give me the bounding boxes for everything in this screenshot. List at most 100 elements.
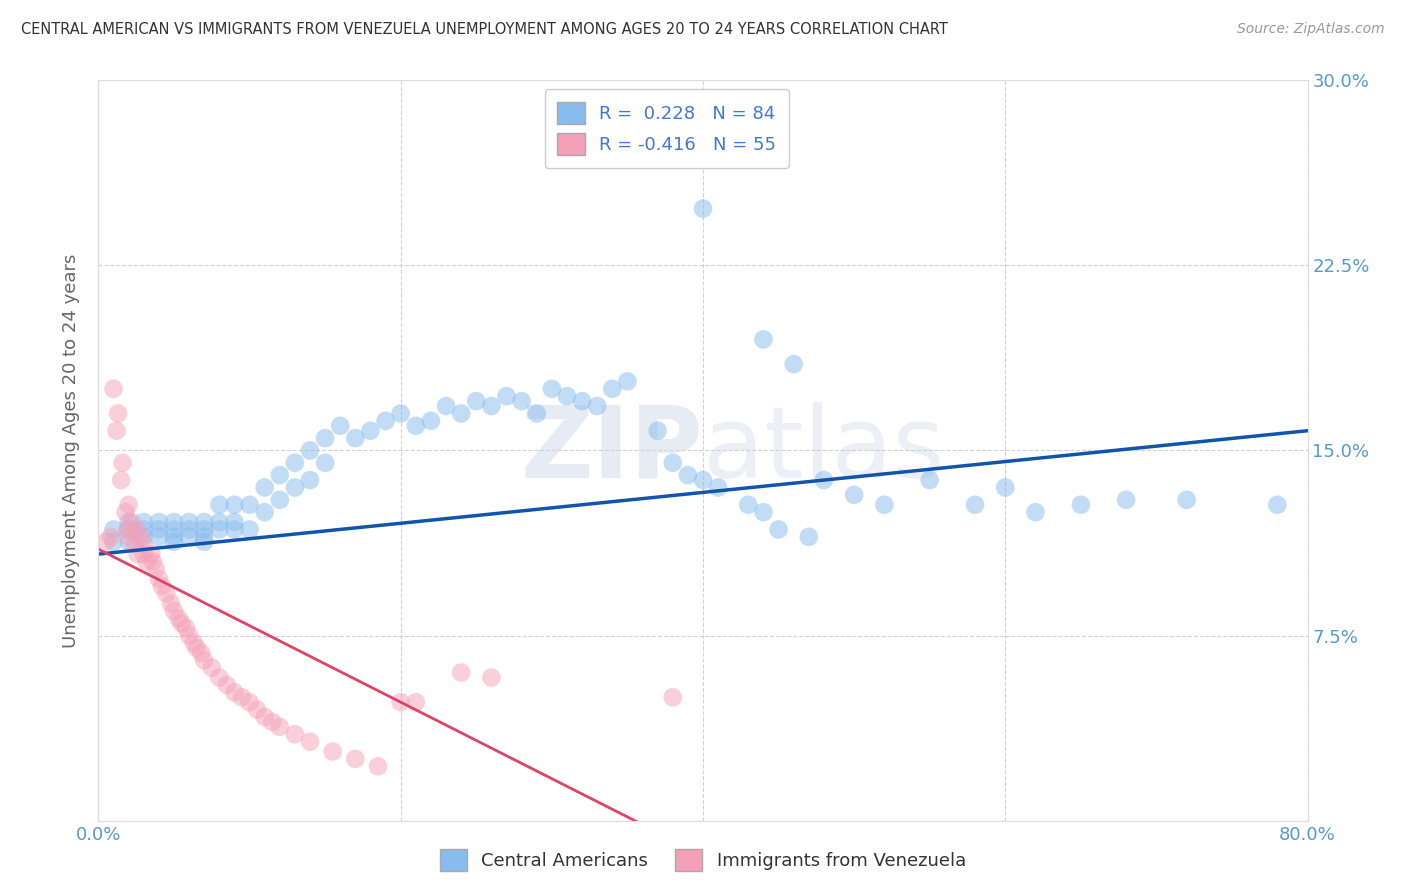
Point	[374, 414, 396, 428]
Point	[193, 534, 215, 549]
Point	[1267, 498, 1289, 512]
Point	[183, 636, 205, 650]
Point	[299, 473, 322, 487]
Text: Source: ZipAtlas.com: Source: ZipAtlas.com	[1237, 22, 1385, 37]
Point	[105, 424, 128, 438]
Point	[179, 515, 201, 529]
Point	[239, 498, 262, 512]
Point	[269, 468, 291, 483]
Point	[239, 695, 262, 709]
Point	[692, 202, 714, 216]
Point	[797, 530, 820, 544]
Point	[132, 537, 155, 551]
Point	[284, 480, 307, 494]
Point	[100, 530, 122, 544]
Point	[179, 523, 201, 537]
Point	[148, 530, 170, 544]
Point	[110, 473, 132, 487]
Point	[389, 695, 412, 709]
Point	[420, 414, 443, 428]
Point	[160, 597, 183, 611]
Point	[118, 515, 141, 529]
Point	[224, 498, 246, 512]
Point	[148, 572, 170, 586]
Point	[1175, 492, 1198, 507]
Point	[163, 523, 186, 537]
Point	[707, 480, 730, 494]
Point	[118, 534, 141, 549]
Point	[150, 579, 173, 593]
Point	[132, 523, 155, 537]
Point	[1024, 505, 1046, 519]
Point	[114, 505, 136, 519]
Point	[190, 646, 212, 660]
Point	[586, 399, 609, 413]
Point	[142, 555, 165, 569]
Point	[253, 505, 276, 519]
Point	[465, 394, 488, 409]
Point	[540, 382, 562, 396]
Point	[873, 498, 896, 512]
Point	[344, 431, 367, 445]
Point	[155, 586, 177, 600]
Text: ZIP: ZIP	[520, 402, 703, 499]
Point	[389, 407, 412, 421]
Point	[1115, 492, 1137, 507]
Point	[450, 407, 472, 421]
Point	[405, 695, 427, 709]
Point	[783, 357, 806, 371]
Point	[344, 752, 367, 766]
Point	[201, 660, 224, 674]
Legend: Central Americans, Immigrants from Venezuela: Central Americans, Immigrants from Venez…	[433, 842, 973, 879]
Point	[231, 690, 253, 705]
Point	[768, 523, 790, 537]
Point	[224, 685, 246, 699]
Point	[148, 515, 170, 529]
Point	[124, 537, 146, 551]
Point	[208, 515, 231, 529]
Point	[125, 523, 148, 537]
Point	[752, 332, 775, 346]
Point	[299, 734, 322, 748]
Text: atlas: atlas	[703, 402, 945, 499]
Point	[141, 547, 163, 561]
Point	[813, 473, 835, 487]
Point	[163, 515, 186, 529]
Point	[208, 523, 231, 537]
Point	[692, 473, 714, 487]
Point	[215, 678, 238, 692]
Point	[253, 710, 276, 724]
Point	[224, 515, 246, 529]
Point	[132, 515, 155, 529]
Point	[844, 488, 866, 502]
Point	[163, 604, 186, 618]
Point	[118, 523, 141, 537]
Point	[129, 530, 152, 544]
Point	[107, 407, 129, 421]
Point	[118, 498, 141, 512]
Point	[495, 389, 517, 403]
Point	[163, 534, 186, 549]
Point	[676, 468, 699, 483]
Point	[752, 505, 775, 519]
Point	[661, 690, 683, 705]
Point	[239, 523, 262, 537]
Point	[1070, 498, 1092, 512]
Point	[994, 480, 1017, 494]
Point	[115, 523, 138, 537]
Point	[647, 424, 669, 438]
Point	[965, 498, 987, 512]
Point	[246, 703, 269, 717]
Point	[555, 389, 578, 403]
Point	[367, 759, 389, 773]
Point	[121, 515, 143, 529]
Point	[661, 456, 683, 470]
Point	[405, 418, 427, 433]
Point	[118, 530, 141, 544]
Point	[145, 562, 167, 576]
Point	[132, 530, 155, 544]
Point	[571, 394, 593, 409]
Point	[103, 523, 125, 537]
Point	[208, 498, 231, 512]
Point	[322, 745, 344, 759]
